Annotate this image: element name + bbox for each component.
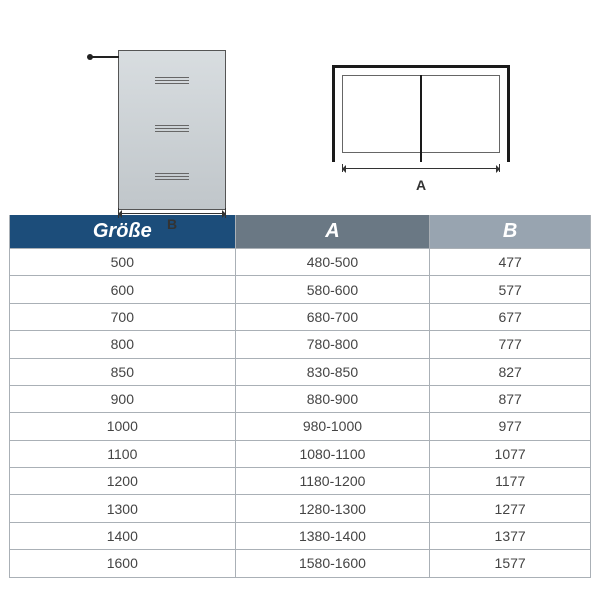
table-cell: 980-1000 <box>235 413 430 440</box>
table-cell: 1580-1600 <box>235 550 430 577</box>
vent-group-2 <box>155 123 189 134</box>
table-cell: 877 <box>430 385 591 412</box>
table-row: 700680-700677 <box>10 303 591 330</box>
table-cell: 1400 <box>10 522 236 549</box>
table-cell: 880-900 <box>235 385 430 412</box>
table-cell: 1100 <box>10 440 236 467</box>
table-cell: 680-700 <box>235 303 430 330</box>
header-a: A <box>235 215 430 249</box>
table-row: 13001280-13001277 <box>10 495 591 522</box>
dimension-a-label: A <box>342 177 500 193</box>
table-row: 16001580-16001577 <box>10 550 591 577</box>
dimension-b: B <box>118 213 226 232</box>
table-cell: 780-800 <box>235 331 430 358</box>
table-cell: 1200 <box>10 468 236 495</box>
top-view-diagram: A <box>322 55 512 210</box>
table-body: 500480-500477600580-600577700680-7006778… <box>10 249 591 578</box>
table-cell: 900 <box>10 385 236 412</box>
table-cell: 1077 <box>430 440 591 467</box>
diagrams-area: B A <box>0 0 600 215</box>
glass-panel <box>118 50 226 210</box>
front-view-diagram: B <box>88 50 226 210</box>
table-cell: 1600 <box>10 550 236 577</box>
vent-group-3 <box>155 171 189 182</box>
table-cell: 800 <box>10 331 236 358</box>
table-row: 500480-500477 <box>10 249 591 276</box>
table-cell: 1377 <box>430 522 591 549</box>
table-cell: 677 <box>430 303 591 330</box>
table-row: 12001180-12001177 <box>10 468 591 495</box>
table-cell: 480-500 <box>235 249 430 276</box>
table-cell: 1577 <box>430 550 591 577</box>
table-cell: 777 <box>430 331 591 358</box>
table-cell: 1380-1400 <box>235 522 430 549</box>
dimension-a <box>342 168 500 169</box>
table-row: 800780-800777 <box>10 331 591 358</box>
table-cell: 500 <box>10 249 236 276</box>
table-cell: 827 <box>430 358 591 385</box>
table-cell: 1180-1200 <box>235 468 430 495</box>
panel-line <box>420 75 422 162</box>
table-cell: 830-850 <box>235 358 430 385</box>
table-cell: 1280-1300 <box>235 495 430 522</box>
size-table: Größe A B 500480-500477600580-6005777006… <box>9 215 591 578</box>
table-cell: 577 <box>430 276 591 303</box>
table-header-row: Größe A B <box>10 215 591 249</box>
table-row: 850830-850827 <box>10 358 591 385</box>
dimension-b-label: B <box>118 216 226 232</box>
table-cell: 700 <box>10 303 236 330</box>
table-row: 1000980-1000977 <box>10 413 591 440</box>
table-cell: 1300 <box>10 495 236 522</box>
table-row: 14001380-14001377 <box>10 522 591 549</box>
table-cell: 977 <box>430 413 591 440</box>
table-cell: 477 <box>430 249 591 276</box>
table-row: 600580-600577 <box>10 276 591 303</box>
table-cell: 580-600 <box>235 276 430 303</box>
table-cell: 600 <box>10 276 236 303</box>
table-cell: 1080-1100 <box>235 440 430 467</box>
table-cell: 1177 <box>430 468 591 495</box>
vent-group-1 <box>155 75 189 86</box>
table-cell: 1277 <box>430 495 591 522</box>
table-row: 11001080-11001077 <box>10 440 591 467</box>
table-cell: 850 <box>10 358 236 385</box>
size-table-container: Größe A B 500480-500477600580-6005777006… <box>9 215 591 578</box>
table-cell: 1000 <box>10 413 236 440</box>
table-row: 900880-900877 <box>10 385 591 412</box>
header-b: B <box>430 215 591 249</box>
